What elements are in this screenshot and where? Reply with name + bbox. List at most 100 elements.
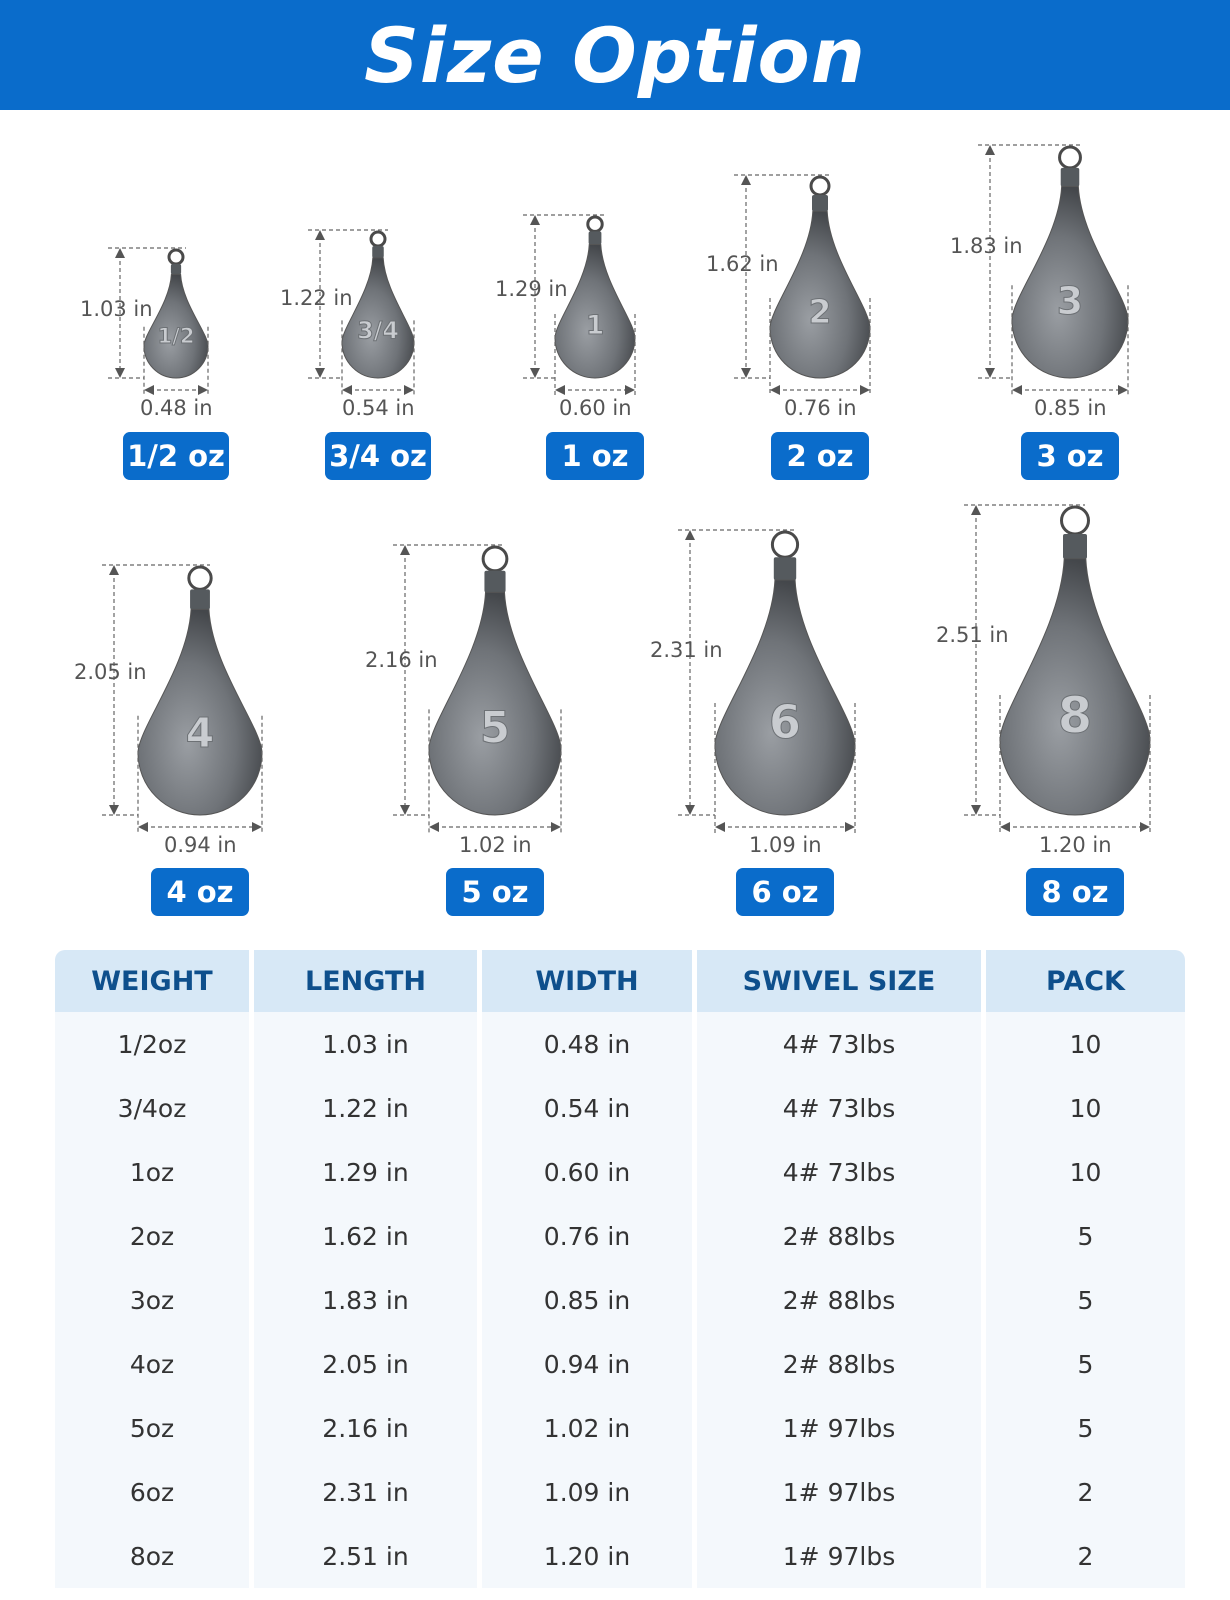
sinker-drawing: 1 [523,214,636,396]
sinker-weight-mark: 3 [1057,279,1084,324]
sinker-weight-mark: 6 [769,695,801,749]
cell-weight: 2oz [55,1204,249,1268]
table-row: 2oz 1.62 in 0.76 in 2# 88lbs 5 [55,1204,1185,1268]
arrow-right-icon [404,385,414,395]
width-label: 0.85 in [1034,396,1107,420]
cell-length: 1.83 in [254,1268,477,1332]
cell-length: 1.62 in [254,1204,477,1268]
cell-length: 2.31 in [254,1460,477,1524]
arrow-down-icon [530,368,540,378]
arrow-left-icon [715,822,725,832]
weight-badge: 1 oz [546,432,644,480]
cell-swivel-size: 2# 88lbs [697,1332,981,1396]
swivel-barrel [812,195,828,212]
cell-weight: 5oz [55,1396,249,1460]
weight-badge: 2 oz [771,432,869,480]
width-label: 0.54 in [342,396,415,420]
cell-pack: 5 [986,1396,1185,1460]
arrow-right-icon [1118,385,1128,395]
arrow-down-icon [685,805,695,815]
length-label: 2.05 in [74,660,147,684]
sinker-body [341,257,415,379]
title-banner: Size Option [0,0,1230,110]
arrow-left-icon [342,385,352,395]
length-label: 2.51 in [936,622,1009,647]
arrow-right-icon [845,822,855,832]
column-header-width: WIDTH [482,950,692,1012]
swivel-barrel [1060,167,1080,187]
cell-pack: 5 [986,1332,1185,1396]
cell-swivel-size: 4# 73lbs [697,1076,981,1140]
swivel-ring [1060,505,1090,536]
arrow-up-icon [985,145,995,155]
arrow-up-icon [400,545,410,555]
length-label: 2.31 in [650,638,723,663]
arrow-down-icon [741,368,751,378]
arrow-up-icon [115,248,125,258]
cell-length: 2.51 in [254,1524,477,1588]
cell-weight: 3oz [55,1268,249,1332]
sinker-gallery: 1/2 1.03 in 0.48 in 1/2 oz 3/4 1.22 in 0.54 in… [0,110,1230,930]
cell-pack: 2 [986,1524,1185,1588]
arrow-right-icon [551,822,561,832]
sinker-weight-mark: 8 [1058,687,1092,745]
table-header-row: WEIGHT LENGTH WIDTH SWIVEL SIZE PACK [55,950,1185,1012]
arrow-left-icon [555,385,565,395]
length-label: 1.62 in [706,252,779,277]
weight-badge: 1/2 oz [123,432,229,480]
arrow-right-icon [252,822,262,832]
width-label: 0.76 in [784,396,857,420]
sinker-body [714,579,856,816]
cell-swivel-size: 1# 97lbs [697,1460,981,1524]
cell-width: 1.02 in [482,1396,692,1460]
cell-width: 0.94 in [482,1332,692,1396]
arrow-left-icon [1012,385,1022,395]
length-label: 2.16 in [365,647,438,672]
cell-width: 1.09 in [482,1460,692,1524]
cell-pack: 2 [986,1460,1185,1524]
swivel-barrel [773,557,797,580]
cell-length: 2.05 in [254,1332,477,1396]
spec-table: WEIGHT LENGTH WIDTH SWIVEL SIZE PACK 1/2… [55,950,1185,1588]
cell-width: 0.76 in [482,1204,692,1268]
sinker-body [137,608,263,816]
sinker-body [1011,186,1129,379]
cell-weight: 1/2oz [55,1012,249,1076]
sinker-weight-mark: 5 [480,703,510,753]
cell-width: 0.85 in [482,1268,692,1332]
sinker-body [554,243,636,379]
table-row: 1/2oz 1.03 in 0.48 in 4# 73lbs 10 [55,1012,1185,1076]
sinker-weight-mark: 4 [186,709,214,757]
swivel-ring [586,215,604,233]
arrow-right-icon [1140,822,1150,832]
column-header-pack: PACK [986,950,1185,1012]
sinker-body [999,558,1151,816]
table-row: 3/4oz 1.22 in 0.54 in 4# 73lbs 10 [55,1076,1185,1140]
arrow-down-icon [115,368,125,378]
arrow-left-icon [138,822,148,832]
swivel-barrel [170,264,182,275]
cell-width: 0.48 in [482,1012,692,1076]
weight-badge: 5 oz [446,868,544,916]
arrow-left-icon [144,385,154,395]
length-label: 1.83 in [950,233,1023,258]
arrow-left-icon [1000,822,1010,832]
swivel-barrel [190,589,210,610]
cell-pack: 10 [986,1012,1185,1076]
sinker-drawing: 6 [678,529,856,833]
sinker-drawing: 3/4 [308,229,415,396]
cell-length: 1.03 in [254,1012,477,1076]
cell-width: 0.60 in [482,1140,692,1204]
cell-width: 1.20 in [482,1524,692,1588]
weight-badge: 4 oz [151,868,249,916]
width-label: 0.94 in [164,833,237,857]
sinker-drawing: 1/2 [108,247,209,396]
table-row: 5oz 2.16 in 1.02 in 1# 97lbs 5 [55,1396,1185,1460]
arrow-down-icon [985,368,995,378]
cell-swivel-size: 4# 73lbs [697,1012,981,1076]
cell-length: 2.16 in [254,1396,477,1460]
width-label: 1.09 in [749,833,822,857]
width-label: 0.60 in [559,396,632,420]
length-label: 1.03 in [80,297,153,322]
cell-pack: 5 [986,1204,1185,1268]
